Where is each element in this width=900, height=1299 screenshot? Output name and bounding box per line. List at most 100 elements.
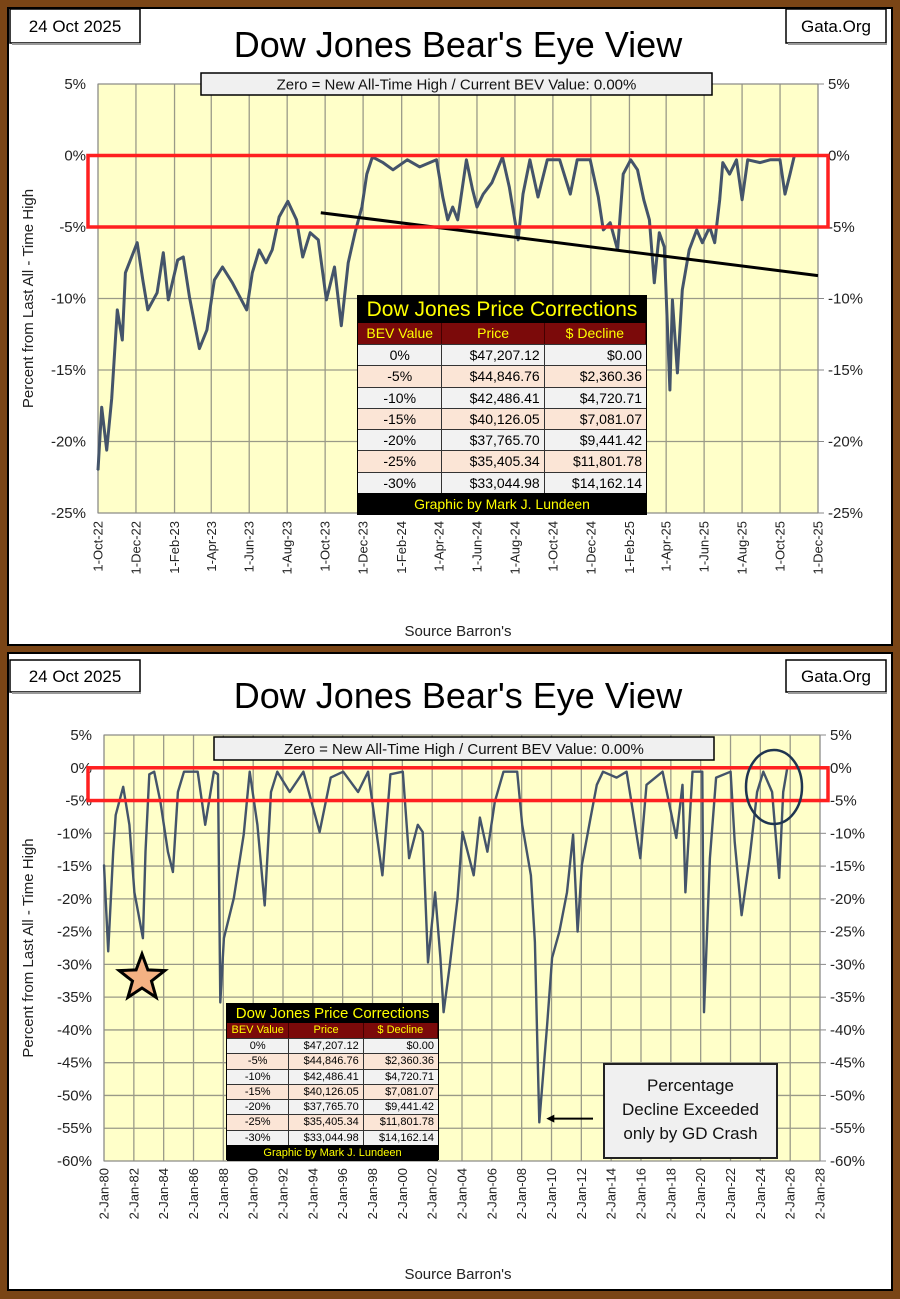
data-point [421, 831, 424, 833]
data-point [729, 770, 732, 773]
y-tick-label-left: 5% [64, 76, 86, 93]
data-point [162, 251, 165, 254]
table-cell: $44,846.76 [442, 366, 545, 387]
data-point [756, 791, 758, 793]
data-point [223, 937, 225, 939]
data-point [248, 770, 251, 773]
x-tick-label: 2-Jan-92 [276, 1168, 291, 1219]
x-tick-label: 1-Dec-23 [356, 521, 371, 574]
table-row: -25% $35,405.34 $11,801.78 [227, 1114, 438, 1130]
data-point [482, 193, 485, 195]
data-point [245, 309, 248, 311]
y-tick-label-left: -50% [57, 1087, 92, 1104]
table-cell: $47,207.12 [289, 1039, 364, 1054]
table-title: Dow Jones Price Corrections [358, 296, 646, 323]
subtitle: Zero = New All-Time High / Current BEV V… [284, 741, 644, 758]
table-cell: -25% [358, 451, 443, 472]
data-point [602, 229, 605, 231]
x-tick-label: 1-Feb-25 [622, 521, 637, 574]
column-header: $ Decline [545, 323, 647, 344]
data-point [471, 189, 474, 191]
y-tick-label-left: 5% [70, 727, 92, 744]
data-point [206, 329, 208, 331]
x-tick-label: 2-Jan-06 [484, 1168, 499, 1219]
data-point [271, 249, 274, 251]
x-tick-label: 2-Jan-00 [395, 1168, 410, 1219]
data-point [701, 770, 704, 773]
data-point [381, 874, 384, 877]
x-tick-label: 2-Jan-20 [693, 1168, 708, 1219]
table-cell: -5% [227, 1054, 290, 1069]
data-point [402, 770, 404, 773]
data-point [728, 173, 731, 175]
table-row: -30% $33,044.98 $14,162.14 [227, 1129, 438, 1146]
data-point [669, 389, 671, 391]
x-tick-label: 1-Aug-24 [507, 521, 522, 574]
data-point [476, 206, 478, 208]
data-point [713, 241, 716, 244]
data-point [137, 911, 139, 913]
x-tick-label: 2-Jan-10 [544, 1168, 559, 1219]
data-point [661, 770, 664, 773]
data-point [508, 186, 511, 188]
x-tick-label: 1-Oct-22 [91, 521, 106, 572]
data-point [333, 266, 336, 268]
table-cell: $0.00 [406, 1040, 434, 1052]
data-point [558, 158, 561, 161]
data-point [671, 299, 674, 301]
y-tick-label-left: -40% [57, 1022, 92, 1039]
data-point [479, 816, 481, 819]
data-point [144, 850, 147, 853]
data-point [136, 241, 139, 244]
table-footer: Graphic by Mark J. Lundeen [227, 1145, 438, 1162]
data-point [325, 299, 328, 301]
date-label-box [9, 659, 141, 693]
x-tick-label: 2-Jan-96 [335, 1168, 350, 1219]
y-tick-label-right: -55% [830, 1120, 865, 1137]
data-point [367, 770, 369, 773]
data-point [309, 231, 312, 234]
data-point [569, 193, 572, 195]
data-point [625, 770, 628, 773]
table-cell: -15% [358, 408, 443, 430]
data-point [382, 161, 384, 164]
table-row: -10% $42,486.41 $4,720.71 [227, 1068, 438, 1084]
data-point [182, 256, 185, 258]
data-point [233, 897, 235, 899]
data-point [461, 831, 464, 833]
date-label: 24 Oct 2025 [29, 17, 122, 36]
data-point [546, 158, 549, 161]
data-point [703, 1011, 705, 1014]
x-tick-label: 2-Jan-02 [425, 1168, 440, 1219]
data-point [198, 347, 201, 350]
table-cell: $0.00 [606, 347, 642, 363]
data-point [392, 169, 394, 171]
data-point [551, 957, 553, 959]
date-label: 24 Oct 2025 [29, 667, 122, 686]
x-tick-label: 1-Apr-24 [432, 521, 447, 572]
table-cell: $2,360.36 [579, 368, 642, 385]
data-point [782, 791, 785, 793]
data-point [435, 158, 438, 161]
x-tick-label: 2-Jan-28 [813, 1168, 828, 1219]
y-tick-label-right: 5% [828, 76, 850, 93]
data-point [451, 206, 454, 208]
x-tick-label: 2-Jan-18 [663, 1168, 678, 1219]
data-point [361, 206, 363, 208]
data-point [529, 158, 531, 161]
data-point [114, 814, 117, 816]
x-tick-label: 2-Jan-12 [574, 1168, 589, 1219]
table-cell: $37,765.70 [442, 430, 545, 451]
y-tick-label-left: -25% [51, 505, 86, 522]
chart-panel-2: 24 Oct 2025 Gata.Org Dow Jones Bear's Eye … [7, 652, 893, 1291]
data-point [759, 161, 761, 164]
data-point [265, 261, 267, 264]
data-point [133, 891, 136, 894]
x-tick-label: 1-Jun-25 [697, 521, 712, 572]
table-cell: 0% [358, 345, 443, 366]
data-point [748, 857, 751, 860]
data-point [389, 773, 392, 776]
x-tick-label: 2-Jan-84 [156, 1168, 171, 1219]
x-tick-label: 2-Jan-16 [634, 1168, 649, 1219]
data-point [276, 770, 279, 773]
